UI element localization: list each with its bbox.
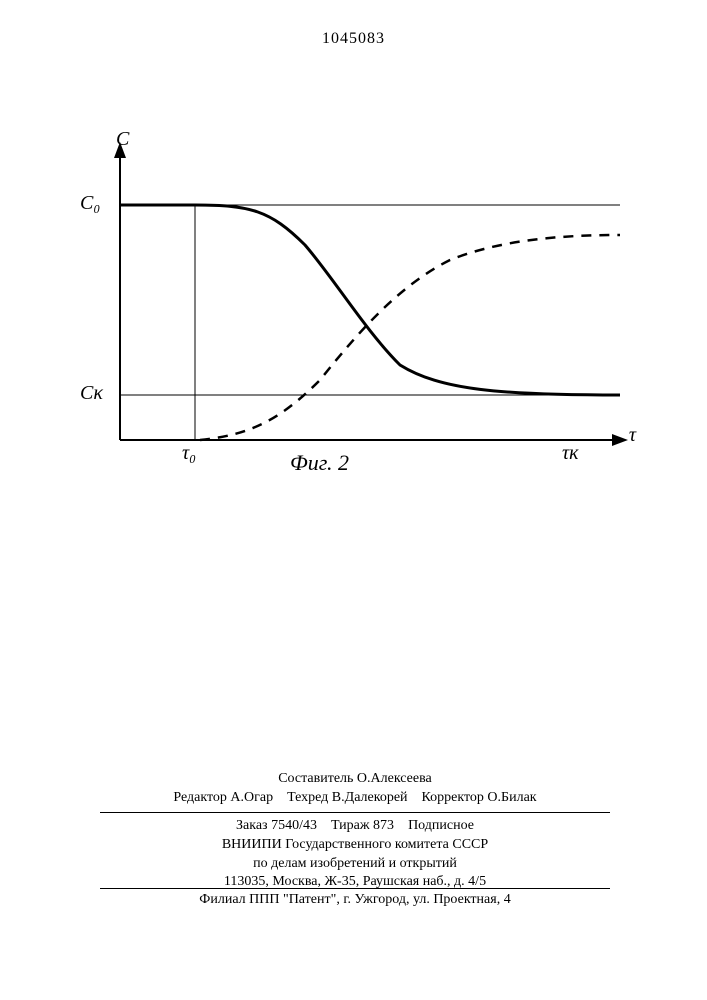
dashed-curve (200, 235, 620, 440)
x-axis-arrow (612, 434, 628, 446)
divider-1 (100, 812, 610, 813)
org-line-1: ВНИИПИ Государственного комитета СССР (100, 836, 610, 855)
x-tick-tau0: τ₀ (182, 442, 196, 465)
order-row: Заказ 7540/43 Тираж 873 Подписное (100, 817, 610, 836)
figure-2-chart: C τ C₀ Cκ τ₀ τк Фиг. 2 (70, 140, 630, 480)
figure-caption: Фиг. 2 (290, 450, 349, 476)
x-tick-tauk: τк (562, 442, 579, 465)
y-tick-ck: Cκ (80, 382, 103, 405)
corrector: Корректор О.Билак (422, 789, 537, 808)
order-no: Заказ 7540/43 (236, 817, 317, 836)
editor-row: Редактор А.Огар Техред В.Далекорей Корре… (100, 789, 610, 808)
subscription: Подписное (408, 817, 474, 836)
editor: Редактор А.Огар (173, 789, 273, 808)
x-axis-label: τ (629, 424, 636, 447)
y-axis-label: C (116, 128, 129, 151)
chart-svg (70, 140, 630, 480)
imprint-block: Составитель О.Алексеева Редактор А.Огар … (100, 770, 610, 892)
compiler-line: Составитель О.Алексеева (100, 770, 610, 789)
circulation: Тираж 873 (331, 817, 394, 836)
tech-editor: Техред В.Далекорей (287, 789, 407, 808)
branch-line: Филиал ППП "Патент", г. Ужгород, ул. Про… (100, 888, 610, 908)
org-line-2: по делам изобретений и открытий (100, 855, 610, 874)
page-number: 1045083 (0, 30, 707, 48)
y-tick-c0: C₀ (80, 192, 100, 215)
